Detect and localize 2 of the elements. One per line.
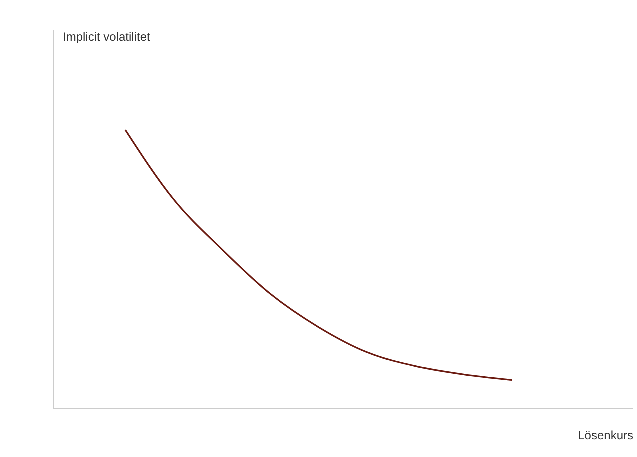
text: Implicit volatilitet (63, 30, 152, 44)
x-axis-title: Lösenkurs (578, 428, 634, 442)
